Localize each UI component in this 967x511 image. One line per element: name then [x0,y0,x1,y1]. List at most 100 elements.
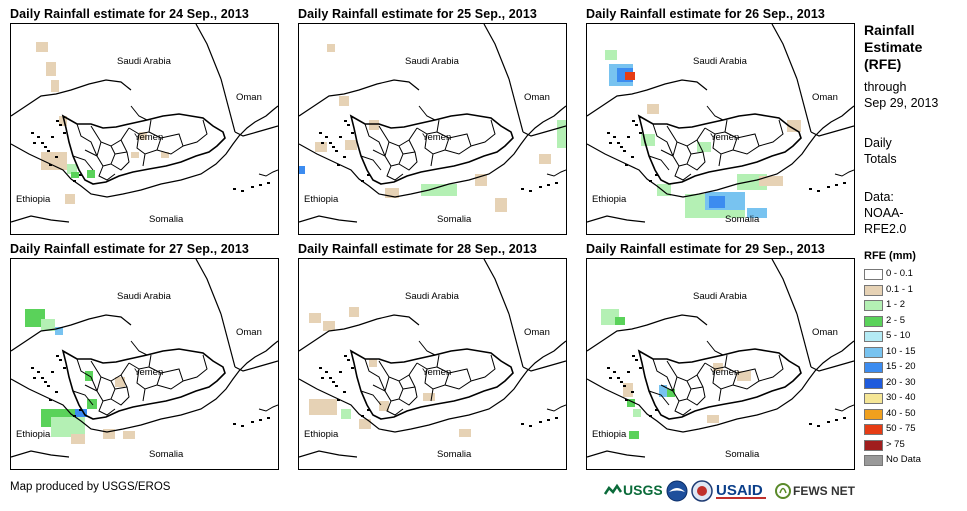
rainfall-patch [123,431,135,439]
rainfall-patch [309,399,337,415]
rainfall-patch [647,104,659,114]
island [343,391,346,393]
usgs-logo: USGS [603,480,663,503]
map-canvas [587,24,854,223]
rainfall-patch [315,142,327,152]
island [620,146,623,148]
province-boundary [384,376,404,402]
sidebar-title-line: Estimate [864,39,923,55]
sidebar-title-line: Rainfall [864,22,915,38]
island [809,188,812,190]
rainfall-patch [379,401,389,411]
island [44,146,47,148]
province-boundary [470,119,496,147]
sidebar-title-line: (RFE) [864,56,902,72]
province-boundary [718,388,722,402]
province-boundary [672,376,692,402]
rainfall-patch [55,327,63,335]
country-border [299,79,420,117]
island [335,385,338,387]
sidebar-title: Rainfall Estimate (RFE) [864,22,964,73]
saudi-label: Saudi Arabia [405,56,459,67]
province-boundary [718,153,722,167]
usgs-mark-icon: USGS [603,482,663,498]
island [361,180,364,182]
rainfall-patch [369,359,377,367]
island [347,359,350,361]
legend-label: 50 - 75 [886,423,916,434]
island [809,423,812,425]
province-boundary [130,340,148,356]
province-boundary [416,354,440,370]
logo-label: USGS [623,482,662,498]
country-border [195,259,222,315]
legend-swatch [864,455,883,466]
island [613,136,616,138]
rainfall-map-5: Saudi Arabia Oman Yemen Ethiopia Somalia [298,258,567,470]
legend-label: 10 - 15 [886,345,916,357]
province-boundary [648,155,670,171]
island [639,367,642,369]
island [337,399,340,401]
rainfall-patch [633,409,641,417]
island [623,385,626,387]
province-boundary [136,366,162,390]
island [529,190,532,192]
period-line-2: Totals [864,152,897,166]
island [241,190,244,192]
island [609,377,612,379]
rainfall-patch [36,42,48,52]
island [63,132,66,134]
through-label: through [864,80,907,94]
province-boundary [364,358,386,392]
ethiopia-label: Ethiopia [16,429,51,440]
province-boundary [704,119,728,135]
rainfall-patch [615,317,625,325]
province-boundary [114,151,128,155]
saudi-label: Saudi Arabia [405,291,459,302]
saudi-label: Saudi Arabia [693,291,747,302]
island [63,367,66,369]
country-border [771,259,798,315]
legend-swatch [864,300,883,311]
island [617,377,620,379]
legend-swatch [864,424,883,435]
island [827,186,830,188]
legend-swatch [864,439,883,451]
panel-title-1: Daily Rainfall estimate for 24 Sep., 201… [10,7,249,21]
map-canvas [11,259,278,458]
island [632,355,635,357]
commerce-seal-icon [691,480,713,502]
rainfall-patch [539,154,551,164]
legend-label: 30 - 40 [886,392,916,403]
island [625,164,628,166]
rainfall-patch [459,429,471,437]
rainfall-patch [115,377,125,387]
island [351,367,354,369]
province-boundary [378,360,418,382]
island [337,164,340,166]
province-boundary [84,384,98,392]
country-border [299,314,420,352]
saudi-label: Saudi Arabia [693,56,747,67]
coastline [258,404,278,412]
usaid-mark-icon: USAID [716,482,766,499]
coastline [834,169,854,177]
island [635,124,638,126]
rainfall-patch [495,198,507,212]
province-boundary [660,384,674,392]
province-boundary [96,376,116,402]
country-border [522,360,566,372]
country-border [11,314,132,352]
country-border [587,79,708,117]
island [627,371,630,373]
rainfall-patch [697,142,711,152]
rainfall-patch [421,184,457,196]
province-boundary [424,366,450,390]
country-border [11,215,70,223]
island [609,142,612,144]
rainfall-patch [71,434,85,444]
province-boundary [76,358,98,392]
province-boundary [672,141,692,167]
island [521,423,524,425]
